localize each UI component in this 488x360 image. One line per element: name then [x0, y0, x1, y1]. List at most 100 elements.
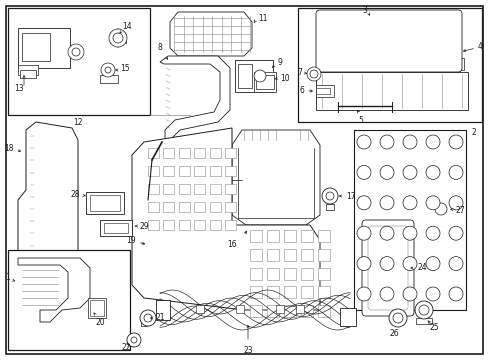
Bar: [236, 305, 244, 313]
Text: 28: 28: [70, 189, 80, 198]
Bar: [209, 184, 220, 194]
Circle shape: [379, 196, 393, 210]
Bar: [148, 166, 159, 176]
Circle shape: [448, 165, 462, 179]
Bar: [209, 220, 220, 230]
Circle shape: [113, 33, 123, 43]
Circle shape: [425, 165, 439, 179]
Bar: [301, 249, 312, 261]
Bar: [249, 267, 262, 279]
Bar: [148, 202, 159, 212]
Circle shape: [143, 314, 152, 322]
Bar: [20, 70, 36, 78]
Text: 21: 21: [156, 314, 165, 323]
Bar: [284, 230, 295, 242]
Circle shape: [388, 309, 406, 327]
Bar: [284, 286, 295, 298]
Bar: [179, 184, 189, 194]
Bar: [194, 166, 205, 176]
Circle shape: [109, 29, 127, 47]
Circle shape: [425, 257, 439, 271]
Text: 14: 14: [122, 22, 131, 31]
Bar: [249, 305, 262, 317]
Text: 5: 5: [357, 116, 362, 125]
Bar: [179, 166, 189, 176]
Circle shape: [434, 203, 446, 215]
Text: 13: 13: [14, 84, 23, 93]
Bar: [141, 318, 147, 326]
Polygon shape: [160, 56, 229, 140]
Bar: [18, 65, 38, 75]
Circle shape: [356, 226, 370, 240]
Circle shape: [414, 301, 432, 319]
Text: 9: 9: [278, 58, 282, 67]
Circle shape: [448, 196, 462, 210]
Bar: [315, 88, 329, 94]
Bar: [100, 220, 132, 236]
Bar: [100, 75, 118, 83]
Bar: [284, 305, 295, 317]
Bar: [301, 305, 312, 317]
Circle shape: [402, 226, 416, 240]
Bar: [339, 308, 355, 326]
Text: 10: 10: [280, 73, 289, 82]
Circle shape: [325, 192, 333, 200]
Text: 18: 18: [4, 144, 14, 153]
Bar: [104, 223, 128, 233]
Bar: [194, 202, 205, 212]
Bar: [148, 220, 159, 230]
Bar: [266, 249, 279, 261]
Circle shape: [140, 310, 156, 326]
Bar: [90, 195, 120, 211]
Text: 12: 12: [73, 118, 82, 127]
Bar: [163, 220, 174, 230]
Polygon shape: [18, 258, 90, 322]
Circle shape: [379, 135, 393, 149]
Bar: [224, 148, 236, 158]
Circle shape: [356, 287, 370, 301]
Circle shape: [356, 165, 370, 179]
Text: 23: 23: [243, 346, 252, 355]
Bar: [235, 60, 272, 92]
Bar: [163, 166, 174, 176]
Bar: [22, 33, 50, 61]
Bar: [224, 220, 236, 230]
Bar: [284, 267, 295, 279]
Text: 16: 16: [227, 240, 236, 249]
Bar: [224, 202, 236, 212]
Circle shape: [448, 287, 462, 301]
Polygon shape: [132, 128, 319, 310]
FancyBboxPatch shape: [361, 220, 413, 316]
Circle shape: [356, 257, 370, 271]
Text: 25: 25: [429, 324, 439, 333]
Circle shape: [392, 313, 402, 323]
Bar: [433, 199, 447, 219]
Circle shape: [402, 287, 416, 301]
Circle shape: [448, 226, 462, 240]
Bar: [301, 230, 312, 242]
Bar: [315, 85, 333, 97]
Circle shape: [425, 135, 439, 149]
Bar: [284, 249, 295, 261]
Bar: [353, 130, 465, 310]
Bar: [266, 267, 279, 279]
Circle shape: [356, 196, 370, 210]
Circle shape: [72, 48, 80, 56]
Text: 29: 29: [140, 221, 149, 230]
Polygon shape: [170, 12, 251, 56]
Circle shape: [448, 257, 462, 271]
Bar: [249, 230, 262, 242]
Bar: [90, 300, 104, 316]
Text: 4: 4: [477, 41, 482, 50]
Bar: [8, 250, 130, 350]
Bar: [179, 220, 189, 230]
Circle shape: [425, 196, 439, 210]
Bar: [194, 184, 205, 194]
Bar: [266, 230, 279, 242]
Circle shape: [379, 257, 393, 271]
Text: 2: 2: [471, 128, 476, 137]
Bar: [88, 298, 106, 318]
Bar: [148, 184, 159, 194]
Bar: [315, 72, 467, 110]
Bar: [317, 230, 329, 242]
